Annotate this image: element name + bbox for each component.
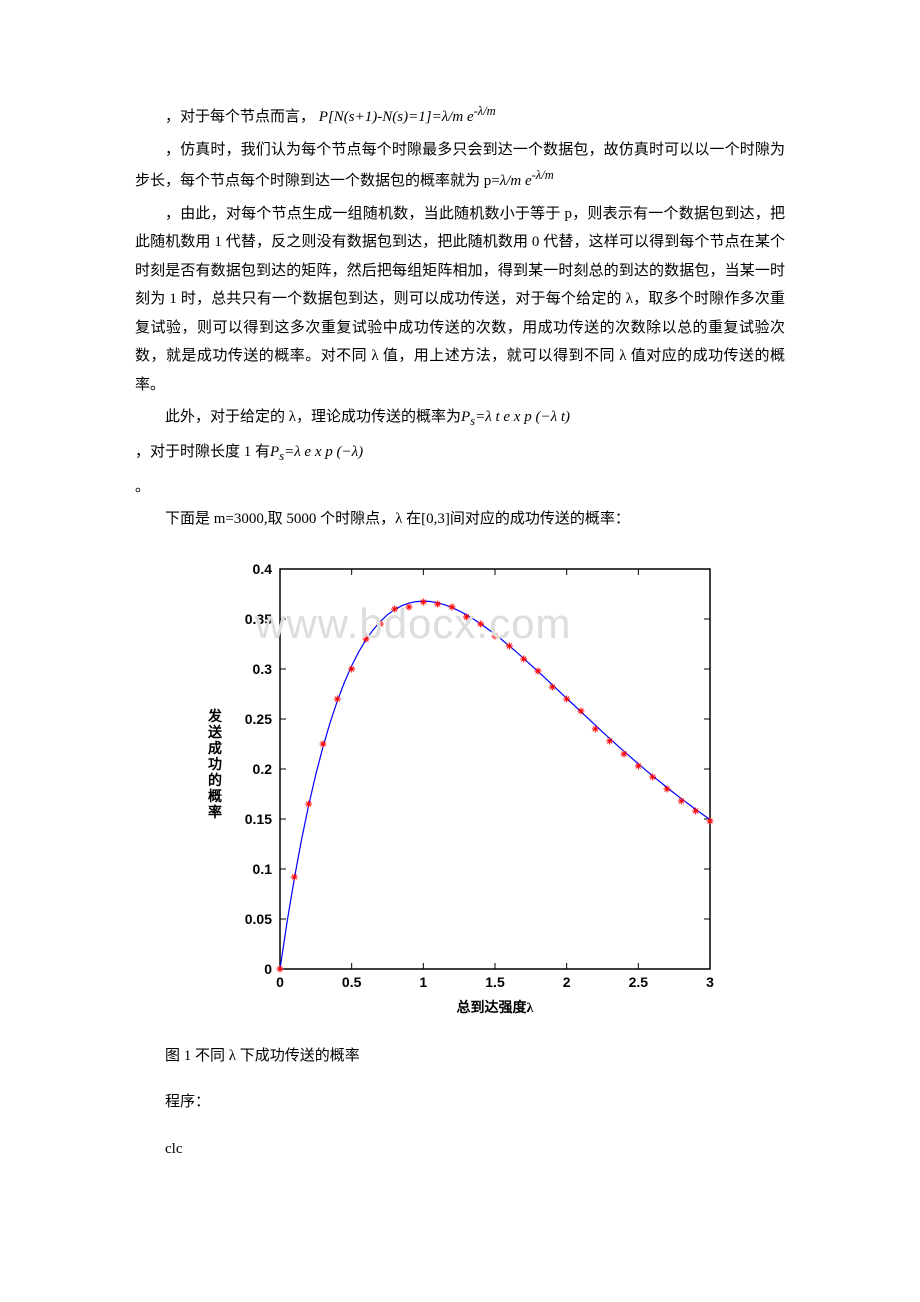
paragraph-3: ，由此，对每个节点生成一组随机数，当此随机数小于等于 p，则表示有一个数据包到达…	[135, 200, 785, 400]
svg-text:3: 3	[706, 974, 714, 990]
p1-formula: P[N(s+1)-N(s)=1]=λ/m e-λ/m	[319, 109, 496, 125]
paragraph-2: ，仿真时，我们认为每个节点每个时隙最多只会到达一个数据包，故仿真时可以以一个时隙…	[135, 136, 785, 196]
code-line: clc	[135, 1135, 785, 1164]
svg-text:0.3: 0.3	[253, 661, 273, 677]
paragraph-4: 此外，对于给定的 λ，理论成功传送的概率为Ps=λ t e x p (−λ t)	[135, 403, 785, 434]
svg-text:0.05: 0.05	[245, 911, 272, 927]
p4-formula: Ps=λ t e x p (−λ t)	[461, 409, 570, 425]
p2-text: ，仿真时，我们认为每个节点每个时隙最多只会到达一个数据包，故仿真时可以以一个时隙…	[135, 142, 785, 190]
svg-text:0: 0	[276, 974, 284, 990]
svg-text:2.5: 2.5	[629, 974, 649, 990]
paragraph-5: ，对于时隙长度 1 有Ps=λ e x p (−λ)	[135, 438, 785, 469]
paragraph-7: 下面是 m=3000,取 5000 个时隙点，λ 在[0,3]间对应的成功传送的…	[135, 505, 785, 534]
p3-text: ，由此，对每个节点生成一组随机数，当此随机数小于等于 p，则表示有一个数据包到达…	[135, 206, 785, 393]
svg-text:0.1: 0.1	[253, 861, 273, 877]
svg-text:2: 2	[563, 974, 571, 990]
svg-text:0.5: 0.5	[342, 974, 362, 990]
chart-figure: www.bdocx.com 00.511.522.5300.050.10.150…	[195, 554, 725, 1024]
p1-text: ，对于每个节点而言，	[165, 109, 315, 125]
p6-text: 。	[135, 479, 150, 495]
svg-text:0: 0	[264, 961, 272, 977]
svg-text:0.2: 0.2	[253, 761, 273, 777]
svg-text:0.25: 0.25	[245, 711, 272, 727]
figure-caption: 图 1 不同 λ 下成功传送的概率	[135, 1042, 785, 1071]
svg-text:发送成功的概率: 发送成功的概率	[207, 708, 223, 821]
svg-text:1.5: 1.5	[485, 974, 505, 990]
p5-text: ，对于时隙长度 1 有	[135, 444, 270, 460]
svg-text:1: 1	[419, 974, 427, 990]
p4-text: 此外，对于给定的 λ，理论成功传送的概率为	[165, 409, 461, 425]
code-label: 程序：	[135, 1088, 785, 1117]
svg-text:0.35: 0.35	[245, 611, 272, 627]
p7-text: 下面是 m=3000,取 5000 个时隙点，λ 在[0,3]间对应的成功传送的…	[165, 511, 630, 527]
p2-formula: λ/m e-λ/m	[500, 173, 554, 189]
paragraph-1: ，对于每个节点而言， P[N(s+1)-N(s)=1]=λ/m e-λ/m	[135, 100, 785, 132]
probability-chart: 0 0.5 1 1.5 2 2.5 3 0 0.05 0.1 0.15 0.2 0.25 0.3 0.35 0…	[195, 554, 725, 1024]
svg-text:0.4: 0.4	[253, 561, 273, 577]
svg-text:总到达强度λ: 总到达强度λ	[457, 999, 534, 1016]
paragraph-6: 。	[135, 473, 785, 502]
p5-formula: Ps=λ e x p (−λ)	[270, 444, 363, 460]
svg-text:0.15: 0.15	[245, 811, 272, 827]
